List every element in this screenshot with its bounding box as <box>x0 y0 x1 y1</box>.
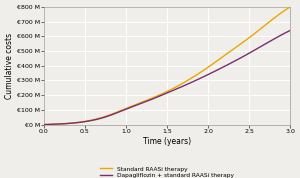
Dapagliflozin + standard RAASi therapy <box>72 122 75 124</box>
Standard RAASi therapy <box>72 122 75 124</box>
Y-axis label: Cumulative costs: Cumulative costs <box>5 33 14 99</box>
Line: Standard RAASi therapy: Standard RAASi therapy <box>44 7 290 125</box>
Dapagliflozin + standard RAASi therapy <box>221 66 225 68</box>
X-axis label: Time (years): Time (years) <box>143 137 191 146</box>
Standard RAASi therapy <box>197 72 201 75</box>
Dapagliflozin + standard RAASi therapy <box>122 109 126 111</box>
Dapagliflozin + standard RAASi therapy <box>220 67 224 69</box>
Dapagliflozin + standard RAASi therapy <box>42 124 46 126</box>
Standard RAASi therapy <box>221 56 225 58</box>
Standard RAASi therapy <box>122 108 126 110</box>
Standard RAASi therapy <box>140 101 143 103</box>
Line: Dapagliflozin + standard RAASi therapy: Dapagliflozin + standard RAASi therapy <box>44 30 290 125</box>
Dapagliflozin + standard RAASi therapy <box>140 102 143 104</box>
Standard RAASi therapy <box>288 6 292 8</box>
Dapagliflozin + standard RAASi therapy <box>197 78 201 80</box>
Legend: Standard RAASi therapy, Dapagliflozin + standard RAASi therapy: Standard RAASi therapy, Dapagliflozin + … <box>99 165 235 178</box>
Dapagliflozin + standard RAASi therapy <box>288 29 292 32</box>
Standard RAASi therapy <box>42 124 46 126</box>
Standard RAASi therapy <box>220 56 224 59</box>
